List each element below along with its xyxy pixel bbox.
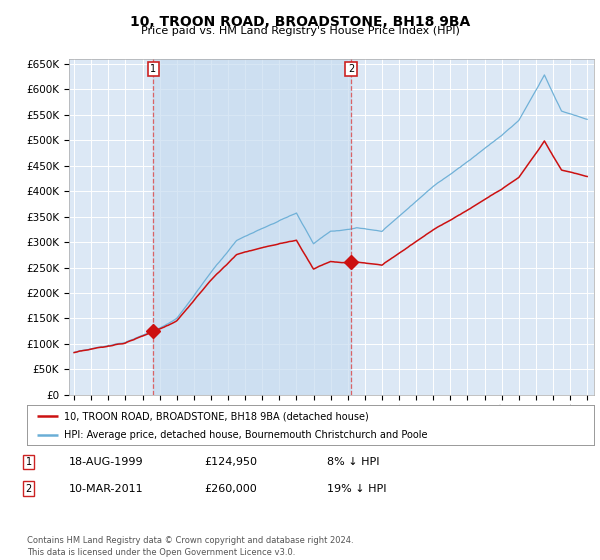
Text: £260,000: £260,000: [204, 484, 257, 494]
Text: 1: 1: [26, 457, 32, 467]
Text: 10, TROON ROAD, BROADSTONE, BH18 9BA: 10, TROON ROAD, BROADSTONE, BH18 9BA: [130, 15, 470, 29]
Text: 2: 2: [348, 64, 354, 74]
Bar: [154, 59, 351, 395]
Text: 19% ↓ HPI: 19% ↓ HPI: [327, 484, 386, 494]
Text: 10-MAR-2011: 10-MAR-2011: [69, 484, 143, 494]
Text: Contains HM Land Registry data © Crown copyright and database right 2024.
This d: Contains HM Land Registry data © Crown c…: [27, 536, 353, 557]
Text: 2: 2: [26, 484, 32, 494]
Text: 8% ↓ HPI: 8% ↓ HPI: [327, 457, 380, 467]
Text: £124,950: £124,950: [204, 457, 257, 467]
Text: HPI: Average price, detached house, Bournemouth Christchurch and Poole: HPI: Average price, detached house, Bour…: [64, 430, 427, 440]
Text: 18-AUG-1999: 18-AUG-1999: [69, 457, 143, 467]
Text: Price paid vs. HM Land Registry's House Price Index (HPI): Price paid vs. HM Land Registry's House …: [140, 26, 460, 36]
Text: 10, TROON ROAD, BROADSTONE, BH18 9BA (detached house): 10, TROON ROAD, BROADSTONE, BH18 9BA (de…: [64, 411, 368, 421]
Text: 1: 1: [150, 64, 157, 74]
